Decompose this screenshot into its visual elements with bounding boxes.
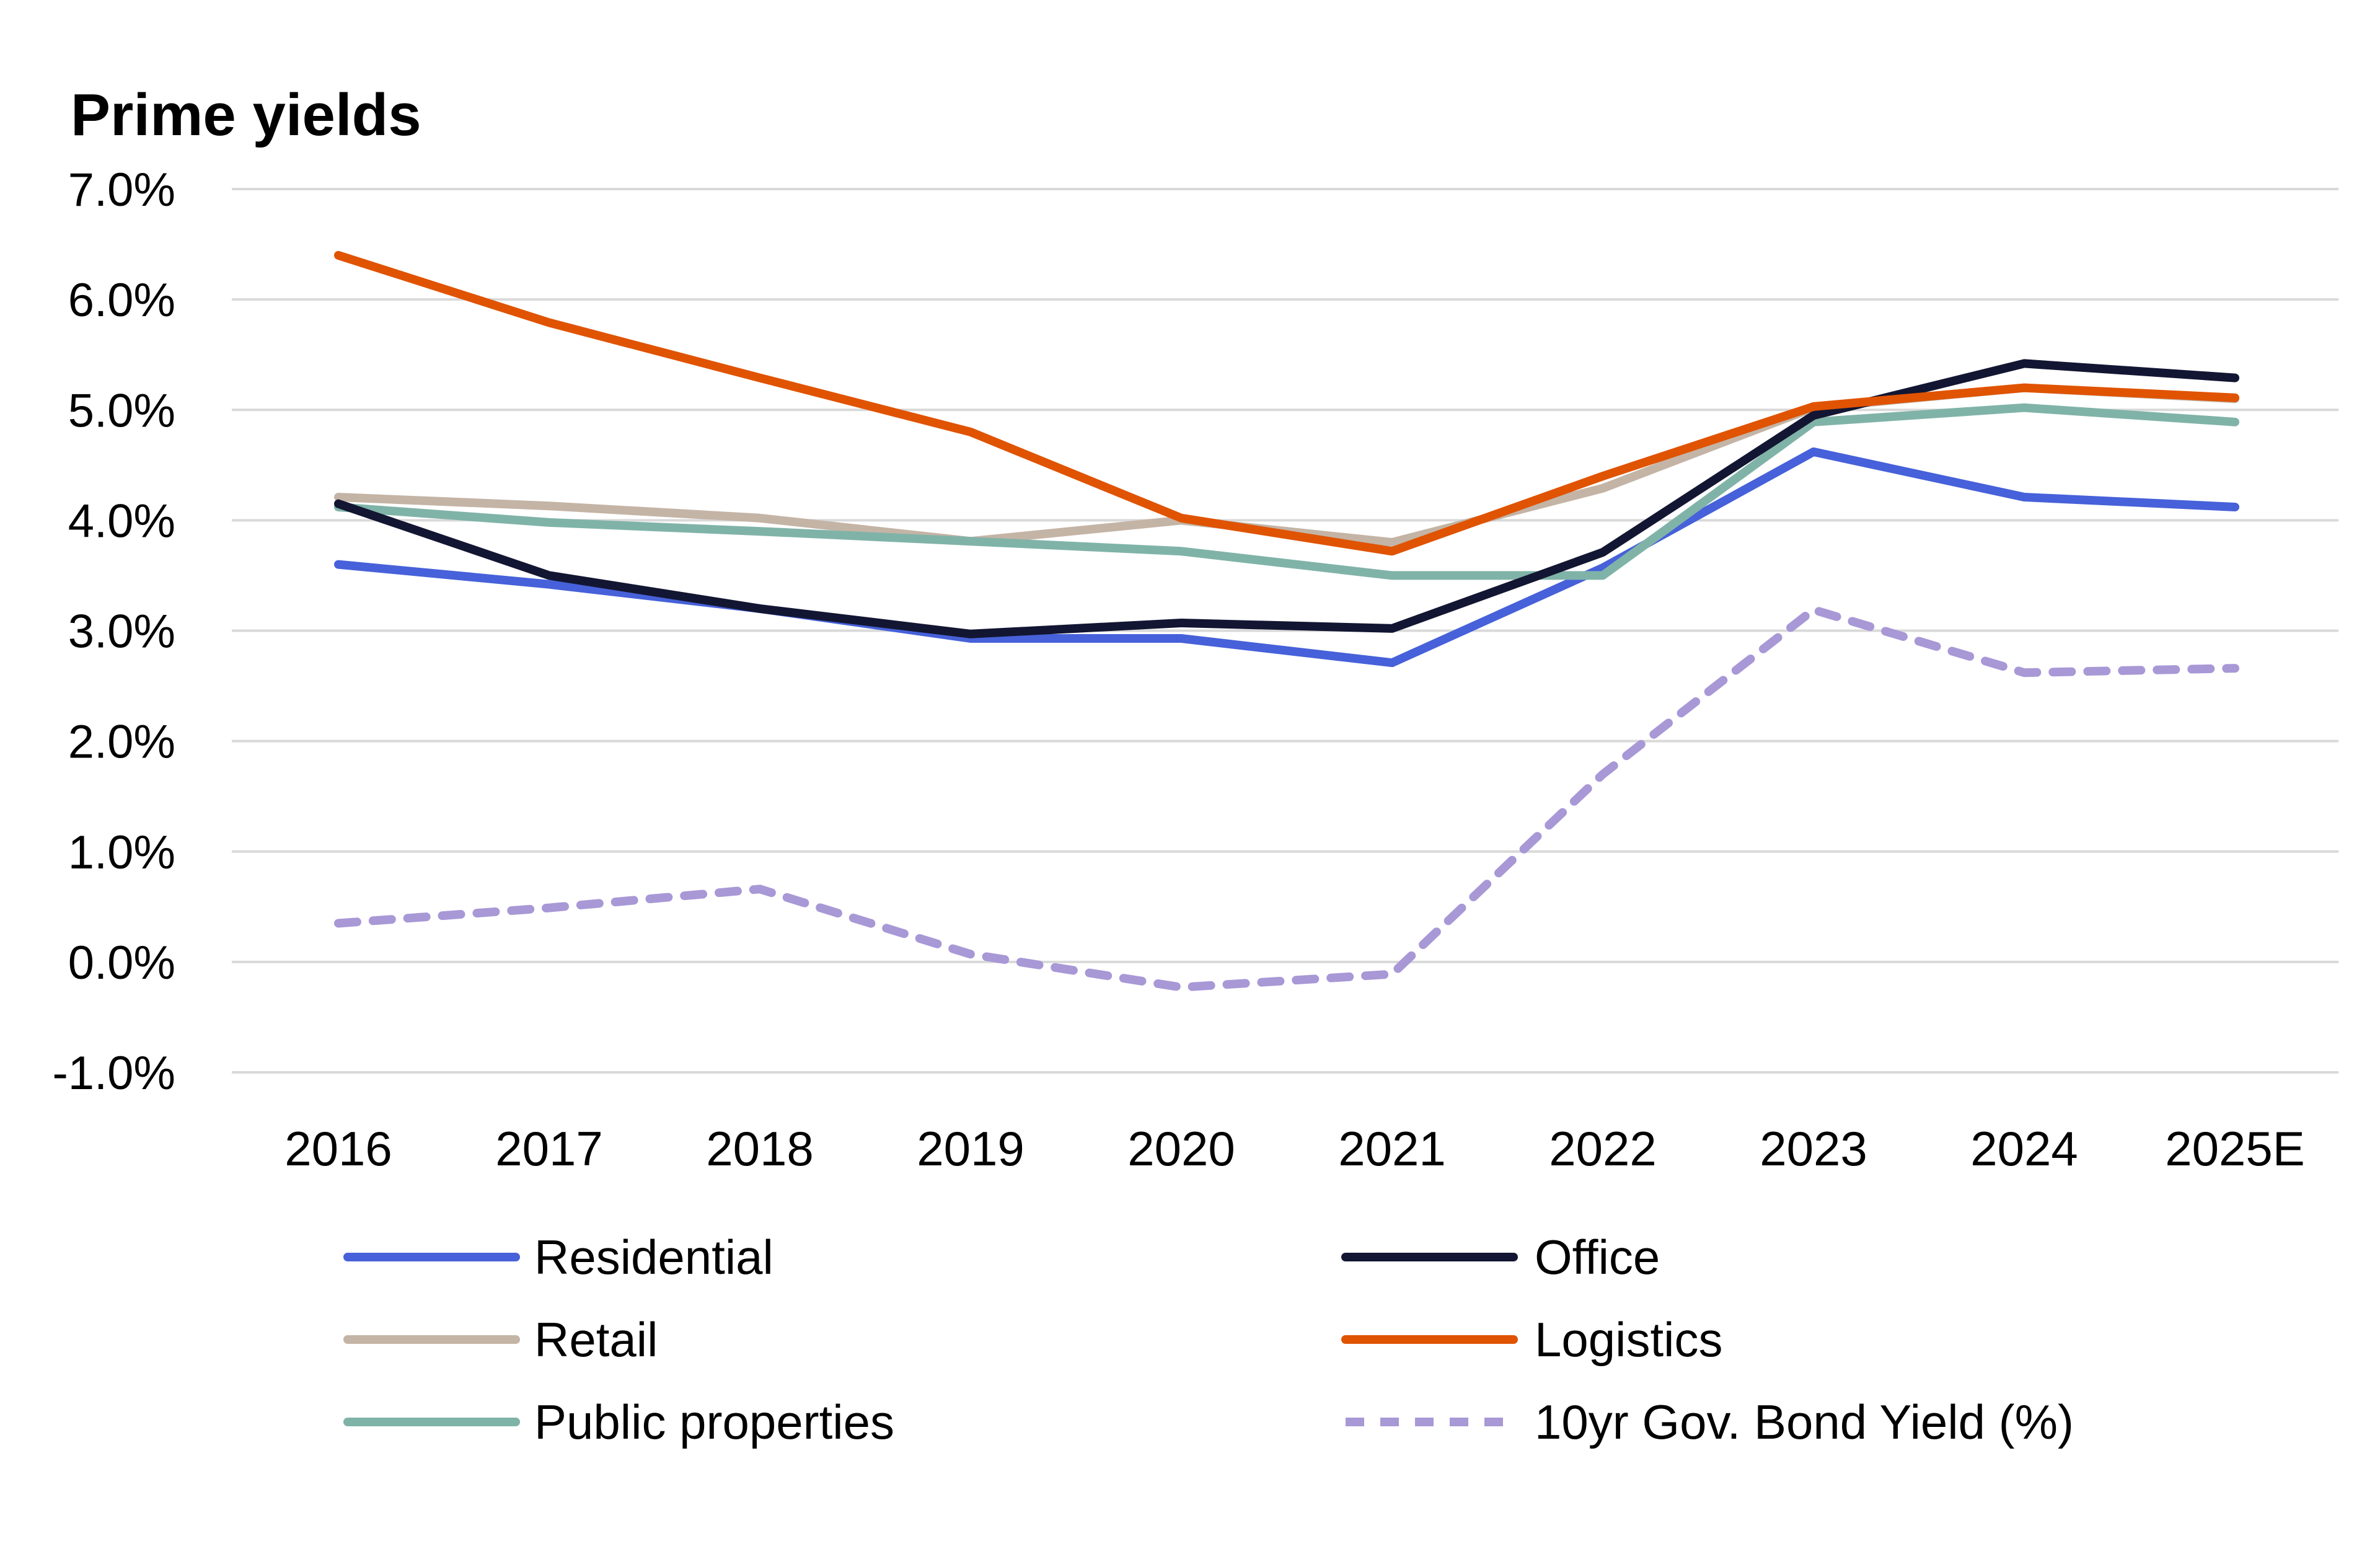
series-line-10yr-gov-bond-yield <box>334 605 2239 992</box>
legend-item: Logistics <box>1341 1312 1722 1367</box>
data-point <box>545 501 553 510</box>
data-point <box>2020 359 2029 368</box>
data-point <box>2020 493 2029 501</box>
x-tick-label: 2019 <box>917 1121 1025 1176</box>
data-point <box>756 885 764 893</box>
data-point <box>1388 571 1396 580</box>
data-point <box>1177 619 1186 627</box>
legend-item: Public properties <box>343 1395 894 1449</box>
data-point <box>1809 402 1818 411</box>
data-point <box>2020 668 2029 677</box>
data-point <box>2231 418 2239 426</box>
series-line-public-properties <box>334 403 2239 580</box>
data-point <box>2020 384 2029 392</box>
legend-item: Residential <box>343 1230 774 1284</box>
data-point <box>334 919 343 928</box>
data-point <box>756 604 764 613</box>
y-tick-label: -1.0% <box>52 1047 175 1100</box>
y-tick-label: 6.0% <box>68 274 175 327</box>
series-lines <box>334 250 2239 992</box>
data-point <box>545 904 553 912</box>
data-point <box>2231 394 2239 402</box>
legend: Residential Office Retail Logistics Public p… <box>343 1230 2074 1449</box>
data-point <box>334 500 343 508</box>
data-point <box>756 527 764 536</box>
data-point <box>2231 374 2239 382</box>
legend-label: Residential <box>534 1230 774 1284</box>
x-tick-label: 2017 <box>495 1121 603 1176</box>
data-point <box>1388 969 1396 978</box>
data-point <box>756 374 764 382</box>
legend-item: Office <box>1341 1230 1660 1284</box>
data-point <box>1177 983 1186 992</box>
chart-title: Prime yields <box>71 82 421 148</box>
data-point <box>1809 606 1818 614</box>
data-point <box>1598 472 1607 480</box>
data-point <box>2231 664 2239 673</box>
data-point <box>334 560 343 569</box>
data-point <box>2231 503 2239 511</box>
y-tick-label: 0.0% <box>68 937 175 989</box>
x-tick-label: 2021 <box>1338 1121 1446 1176</box>
data-point <box>545 580 553 589</box>
data-point <box>966 630 975 638</box>
data-point <box>1809 411 1818 420</box>
data-point <box>1598 571 1607 580</box>
y-tick-label: 7.0% <box>68 164 175 216</box>
y-tick-label: 2.0% <box>68 716 175 769</box>
x-tick-label: 2016 <box>284 1121 392 1176</box>
y-axis-tick-labels: 7.0% 6.0% 5.0% 4.0% 3.0% 2.0% 1.0% 0.0% -1.0% <box>52 164 175 1100</box>
data-point <box>1598 548 1607 557</box>
x-tick-label: 2018 <box>706 1121 814 1176</box>
data-point <box>1598 770 1607 779</box>
data-point <box>545 571 553 580</box>
data-point <box>1598 484 1607 493</box>
x-tick-label: 2024 <box>1970 1121 2078 1176</box>
series-line-residential <box>334 447 2239 668</box>
data-point <box>545 518 553 527</box>
data-point <box>966 428 975 436</box>
data-point <box>1177 547 1186 555</box>
series-line-office <box>334 359 2239 638</box>
data-point <box>1388 538 1396 547</box>
legend-label: Office <box>1535 1230 1660 1284</box>
legend-item: 10yr Gov. Bond Yield (%) <box>1346 1395 2074 1449</box>
data-point <box>1177 514 1186 523</box>
x-tick-label: 2025E <box>2165 1121 2305 1176</box>
legend-label: 10yr Gov. Bond Yield (%) <box>1535 1395 2074 1449</box>
y-tick-label: 4.0% <box>68 495 175 547</box>
data-point <box>1809 448 1818 456</box>
x-tick-label: 2023 <box>1760 1121 1867 1176</box>
legend-label: Retail <box>534 1312 658 1367</box>
data-point <box>334 251 343 260</box>
data-point <box>966 537 975 545</box>
legend-item: Retail <box>343 1312 658 1367</box>
data-point <box>966 950 975 958</box>
data-point <box>1177 634 1186 643</box>
series-line-logistics <box>334 250 2239 556</box>
data-point <box>1388 658 1396 667</box>
x-tick-label: 2020 <box>1127 1121 1235 1176</box>
legend-label: Public properties <box>534 1395 894 1449</box>
data-point <box>545 319 553 327</box>
y-tick-label: 5.0% <box>68 384 175 437</box>
data-point <box>1388 624 1396 633</box>
data-point <box>756 514 764 523</box>
x-axis-tick-labels: 2016 2017 2018 2019 2020 2021 2022 2023 2024 2025… <box>284 1121 2305 1176</box>
legend-label: Logistics <box>1535 1312 1722 1367</box>
y-tick-label: 1.0% <box>68 826 175 879</box>
data-point <box>2020 404 2029 412</box>
y-tick-label: 3.0% <box>68 606 175 658</box>
data-point <box>1388 547 1396 555</box>
x-tick-label: 2022 <box>1549 1121 1657 1176</box>
